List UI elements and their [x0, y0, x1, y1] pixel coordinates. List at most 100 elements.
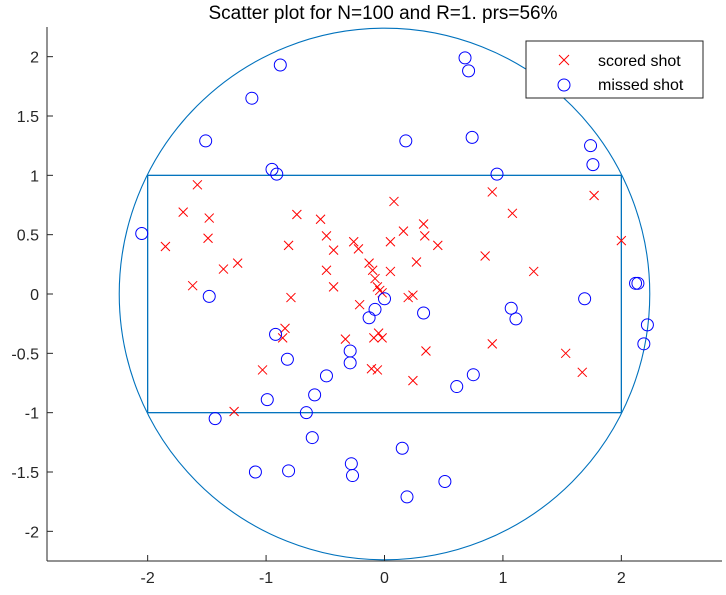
scored-shot-point [419, 230, 430, 241]
scored-shot-point [286, 292, 296, 303]
missed-shot-point [344, 457, 358, 471]
missed-shot-point [462, 64, 476, 78]
boundary-circle [118, 27, 651, 561]
y-tick-label: 0.5 [17, 228, 39, 245]
scored-shot-point [389, 196, 399, 207]
scored-shot-point [487, 338, 498, 349]
x-tick-label: 0 [380, 570, 389, 587]
scored-shot-point [480, 251, 491, 261]
scored-shot-point [487, 187, 498, 197]
legend-label-missed: missed shot [598, 77, 684, 94]
scored-shot-point [321, 265, 332, 276]
missed-shot-point [260, 393, 274, 407]
scored-shot-point [367, 265, 378, 276]
missed-shot-point [199, 134, 213, 148]
y-tick-label: 0 [30, 287, 39, 304]
scored-shot-point [348, 236, 359, 247]
scored-shot-point [408, 375, 418, 386]
missed-shot-point [343, 356, 357, 370]
scored-shot-point [204, 213, 215, 223]
scored-shot-point [292, 209, 302, 220]
missed-shot-point [458, 51, 472, 65]
scored-shot-point [192, 179, 203, 190]
scored-shot-point [229, 406, 239, 417]
missed-shot-point [282, 464, 296, 478]
scored-shot-point [283, 240, 294, 251]
scored-shot-point [411, 257, 422, 267]
missed-shot-point [417, 306, 431, 320]
scored-shot-point [385, 266, 396, 277]
scored-shot-point [315, 214, 326, 225]
missed-shot-point [280, 352, 294, 366]
scored-shot-point [160, 241, 171, 252]
missed-shot-point [378, 292, 391, 306]
scored-shot-point [257, 365, 268, 375]
axes [46, 27, 722, 562]
chart-title: Scatter plot for N=100 and R=1. prs=56% [208, 3, 557, 24]
y-tick-label: 2 [30, 50, 39, 67]
missed-shot-point [135, 226, 149, 240]
scored-shot-point [353, 244, 364, 254]
missed-shot-point [208, 412, 222, 426]
scored-shot-point [398, 226, 409, 236]
legend-label-scored: scored shot [598, 53, 681, 70]
x-tick-label: 1 [498, 570, 507, 587]
missed-shot-point [265, 162, 279, 176]
missed-shot-point [640, 318, 654, 332]
missed-shot-point [368, 302, 382, 316]
missed-shot-point [299, 406, 313, 420]
legend-marker-missed [557, 78, 571, 92]
scored-shot-point [507, 208, 518, 219]
scored-shot-point [366, 363, 377, 374]
missed-shot-point [308, 388, 322, 402]
scored-shot-point [364, 258, 374, 269]
legend: scored shot missed shot [525, 40, 704, 99]
missed-shot-point [586, 158, 600, 172]
missed-shot-point [269, 327, 283, 341]
y-tick-label: -1.5 [11, 465, 39, 482]
missed-shot-point [305, 431, 319, 445]
y-tick-label: -2 [25, 524, 39, 541]
scored-shot-point [203, 233, 213, 244]
y-tick-labels: 2 1.5 1 0.5 0 -0.5 -1 -1.5 -2 [11, 50, 39, 542]
scored-shot-series [160, 179, 627, 417]
scored-shot-point [277, 333, 288, 343]
scored-shot-point [589, 190, 599, 201]
scored-shot-point [328, 245, 339, 255]
scored-shot-point [432, 240, 443, 251]
scored-shot-point [354, 299, 365, 310]
scored-shot-point [368, 333, 379, 343]
missed-shot-point [399, 134, 413, 148]
missed-shot-point [270, 167, 284, 181]
scored-shot-point [385, 236, 396, 247]
legend-box [525, 40, 704, 99]
missed-shot-point [248, 465, 262, 479]
scored-shot-point [340, 334, 351, 344]
missed-shot-point [578, 292, 592, 306]
missed-shot-point [346, 469, 360, 483]
missed-shot-point [273, 58, 287, 72]
missed-shot-point [400, 490, 414, 504]
missed-shot-point [450, 380, 464, 394]
missed-shot-point [629, 276, 643, 290]
missed-shot-point [395, 441, 409, 455]
scored-shot-point [178, 207, 189, 217]
missed-shot-point [490, 167, 504, 181]
scored-shot-point [218, 264, 229, 274]
scored-shot-point [418, 219, 429, 229]
missed-shot-point [343, 344, 357, 358]
missed-shot-point [584, 139, 598, 153]
missed-shot-point [637, 337, 651, 351]
missed-shot-point [202, 289, 216, 303]
x-tick-label: -2 [141, 570, 155, 587]
missed-shot-point [362, 311, 376, 325]
missed-shot-point [438, 474, 452, 488]
missed-shot-point [245, 91, 259, 105]
scored-shot-point [328, 282, 339, 292]
legend-marker-scored [558, 54, 570, 66]
scored-shot-point [187, 280, 198, 291]
y-tick-label: -1 [25, 406, 39, 423]
scored-shot-point [377, 333, 387, 343]
missed-shot-point [465, 130, 479, 144]
